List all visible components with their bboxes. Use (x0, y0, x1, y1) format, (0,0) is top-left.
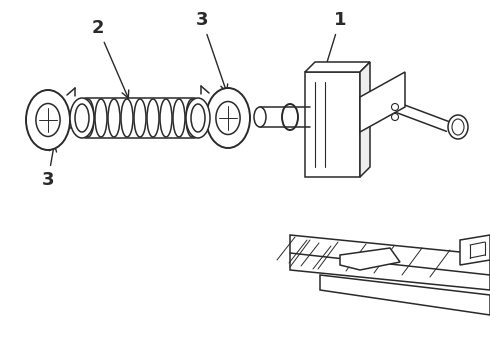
Polygon shape (460, 235, 490, 265)
Bar (80, 98, 200, 138)
Text: 3: 3 (196, 11, 228, 92)
Bar (315, 62, 385, 187)
Polygon shape (320, 275, 490, 315)
Polygon shape (360, 62, 370, 177)
Text: 1: 1 (320, 11, 346, 81)
Ellipse shape (216, 102, 240, 135)
Ellipse shape (95, 99, 107, 137)
Ellipse shape (186, 98, 210, 138)
Ellipse shape (206, 88, 250, 148)
Text: 3: 3 (42, 144, 56, 189)
Ellipse shape (26, 90, 70, 150)
Ellipse shape (254, 107, 266, 127)
Polygon shape (340, 248, 400, 270)
Ellipse shape (134, 99, 146, 137)
Ellipse shape (82, 99, 94, 137)
Ellipse shape (36, 104, 60, 136)
Text: 2: 2 (92, 19, 129, 98)
Circle shape (392, 113, 398, 121)
Ellipse shape (70, 98, 94, 138)
Ellipse shape (121, 99, 133, 137)
Polygon shape (290, 235, 490, 290)
Polygon shape (360, 72, 405, 132)
Ellipse shape (448, 115, 468, 139)
Ellipse shape (160, 99, 172, 137)
Circle shape (392, 104, 398, 111)
Ellipse shape (108, 99, 120, 137)
Ellipse shape (186, 99, 198, 137)
Polygon shape (305, 62, 370, 72)
Ellipse shape (147, 99, 159, 137)
Bar (305, 72, 360, 177)
Ellipse shape (173, 99, 185, 137)
